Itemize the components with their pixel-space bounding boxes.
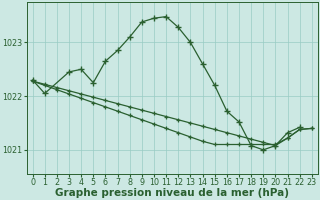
X-axis label: Graphe pression niveau de la mer (hPa): Graphe pression niveau de la mer (hPa) <box>55 188 289 198</box>
